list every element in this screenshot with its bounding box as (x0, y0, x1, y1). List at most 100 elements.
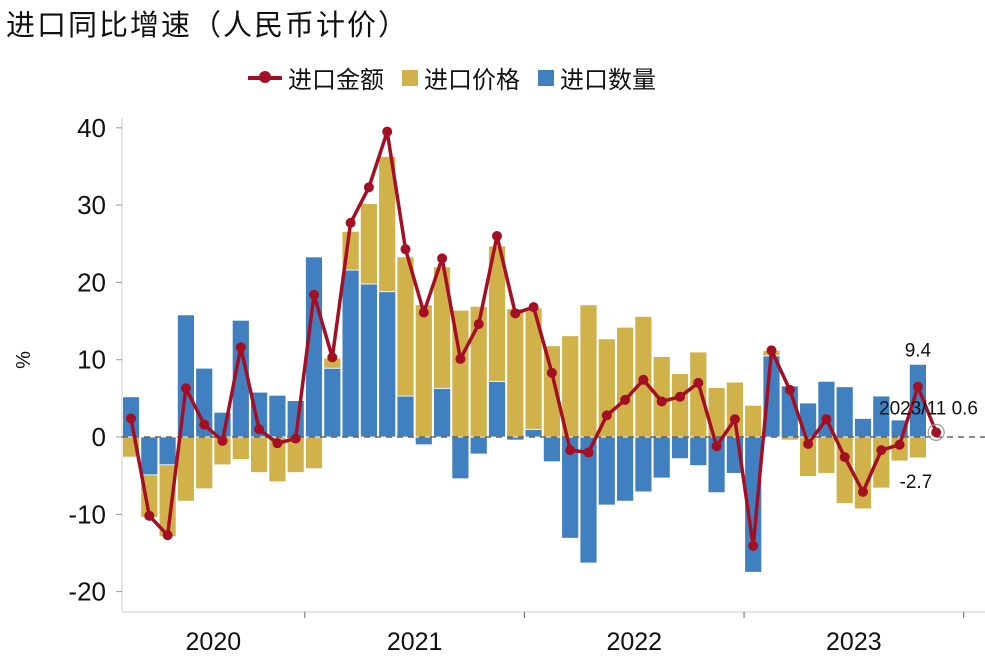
bar-import-quantity (671, 436, 689, 460)
point-import-value (327, 352, 338, 363)
point-import-value (144, 510, 155, 521)
bar-import-quantity (689, 436, 708, 467)
point-import-value (638, 374, 649, 385)
point-import-value (839, 452, 850, 463)
bar-import-quantity (597, 436, 616, 506)
bar-import-price (359, 203, 378, 285)
bar-import-price (506, 308, 525, 438)
point-import-value (931, 427, 942, 438)
legend-swatch (402, 69, 418, 86)
point-import-value (290, 433, 301, 444)
legend-label: 进口金额 (288, 66, 384, 94)
legend-label: 进口数量 (560, 66, 656, 94)
point-import-value (162, 530, 173, 541)
bar-import-quantity (652, 436, 671, 479)
point-import-value (254, 424, 265, 435)
point-import-value (565, 445, 576, 456)
bar-import-quantity (488, 380, 506, 438)
point-import-value (546, 367, 557, 378)
bar-import-quantity (451, 436, 470, 480)
y-tick-label: 40 (77, 113, 106, 143)
bar-import-quantity (140, 436, 159, 476)
bar-import-price (744, 404, 763, 438)
point-import-value (675, 391, 685, 402)
point-import-value (418, 307, 429, 318)
point-import-value (492, 231, 502, 242)
annotation-last-point: 2023/11 0.6 (879, 398, 978, 419)
point-import-value (601, 410, 612, 421)
point-import-value (876, 445, 887, 456)
bar-import-price (414, 304, 433, 438)
bar-import-quantity (616, 436, 634, 502)
x-tick-label-year: 2023 (826, 628, 882, 656)
legend-item-import-quantity: 进口数量 (538, 60, 656, 95)
point-import-value (528, 302, 539, 313)
x-tick-label-year: 2022 (606, 628, 662, 656)
point-import-value (455, 353, 466, 364)
bar-import-quantity (414, 436, 433, 446)
point-import-value (583, 447, 594, 458)
point-import-value (345, 217, 356, 228)
legend: 进口金额 进口价格 进口数量 (248, 60, 656, 95)
point-import-value (620, 394, 631, 405)
bar-import-price (250, 436, 269, 473)
point-import-value (510, 308, 521, 319)
y-tick-label: 0 (92, 422, 106, 452)
bar-import-quantity (268, 394, 287, 438)
bar-import-quantity (433, 387, 452, 438)
y-tick-label: -20 (68, 577, 106, 607)
bar-import-price (597, 338, 616, 438)
x-tick-label-year: 2021 (387, 628, 443, 656)
bar-import-quantity (341, 269, 360, 438)
y-tick-label: 10 (77, 345, 106, 375)
point-import-value (711, 441, 722, 452)
bar-import-price (909, 436, 927, 459)
bar-import-price (488, 245, 506, 382)
point-import-value (217, 435, 228, 446)
bar-import-price (780, 436, 799, 441)
bar-import-quantity (854, 418, 872, 438)
bar-import-quantity (176, 314, 195, 438)
bar-import-price (396, 256, 415, 397)
point-import-value (858, 486, 868, 497)
point-import-value (803, 438, 814, 449)
last-point-highlight (927, 423, 945, 441)
point-import-value (912, 381, 923, 392)
point-import-value (656, 396, 667, 407)
y-tick-label: -10 (68, 499, 106, 529)
annotation-quantity: 9.4 (905, 340, 932, 361)
bar-import-quantity (359, 283, 378, 438)
point-import-value (309, 289, 319, 300)
bar-import-price (817, 436, 836, 474)
x-tick-label-year: 2020 (186, 628, 242, 656)
bar-import-price (195, 436, 214, 490)
point-import-value (821, 414, 832, 425)
bar-import-price (689, 351, 708, 438)
point-import-value (199, 419, 210, 430)
annotation-price: -2.7 (900, 472, 933, 493)
bar-import-quantity (323, 367, 342, 438)
bar-import-quantity (543, 436, 561, 463)
point-import-value (729, 414, 740, 425)
bar-import-price (231, 436, 250, 460)
point-import-value (894, 439, 905, 450)
point-import-value (382, 126, 393, 137)
bar-import-quantity (799, 402, 817, 438)
point-import-value (437, 253, 448, 264)
y-axis-label: % (13, 351, 35, 369)
point-import-value (235, 342, 246, 353)
bar-import-quantity (634, 436, 653, 493)
bar-import-price (616, 326, 634, 438)
point-import-value (272, 438, 283, 449)
legend-swatch (538, 69, 554, 86)
legend-label: 进口价格 (424, 66, 520, 94)
bar-import-quantity (469, 436, 488, 455)
point-import-value (363, 182, 374, 193)
bar-import-price (378, 156, 397, 293)
bar-import-quantity (378, 291, 397, 438)
point-import-value (693, 377, 704, 388)
point-import-value (180, 383, 191, 394)
legend-line-marker (248, 70, 282, 83)
bar-import-quantity (524, 428, 543, 438)
y-tick-label: 20 (77, 267, 106, 297)
